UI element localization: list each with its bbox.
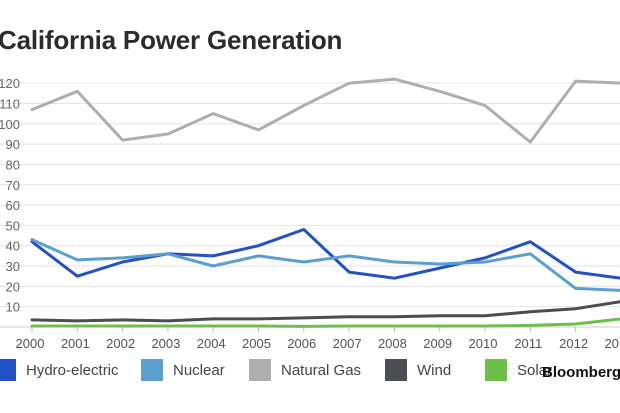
- legend-item-wind[interactable]: Wind: [385, 359, 485, 381]
- legend-item-hydro-electric[interactable]: Hydro-electric: [0, 359, 141, 381]
- gridlines: [0, 82, 620, 328]
- series-line-hydro-electric: [30, 228, 620, 280]
- legend-swatch-hydro-electric: [0, 359, 16, 381]
- legend-label-solar: Solar: [517, 361, 553, 379]
- legend-swatch-solar: [485, 359, 507, 381]
- legend-item-nuclear[interactable]: Nuclear: [141, 359, 249, 381]
- x-tick-label: 2000: [16, 336, 45, 351]
- legend-swatch-natural-gas: [249, 359, 271, 381]
- x-axis-ticks: 2000 2001 2002 2003 2004 2005 2006 2007 2008 2009…: [16, 327, 620, 351]
- x-tick-label: 2006: [287, 336, 316, 351]
- x-tick-label: 2010: [469, 336, 498, 351]
- x-tick-label: 2011: [514, 336, 542, 351]
- series-line-wind: [30, 300, 620, 323]
- x-tick-label: 2012: [559, 336, 588, 351]
- legend-swatch-wind: [385, 359, 407, 381]
- y-tick-label: 120: [0, 76, 20, 91]
- legend-item-solar[interactable]: Solar: [485, 359, 565, 381]
- legend-label-hydro-electric: Hydro-electric: [26, 361, 119, 379]
- x-tick-label: 2009: [423, 336, 452, 351]
- legend: Hydro-electric Nuclear Natural Gas Wind …: [0, 358, 565, 382]
- x-tick-label: 2002: [106, 336, 135, 351]
- x-tick-label: 2013: [604, 336, 620, 351]
- y-tick-label: 60: [6, 198, 20, 213]
- x-tick-label: 2007: [333, 336, 362, 351]
- series-line-natural-gas: [30, 77, 620, 144]
- y-tick-label: 80: [6, 157, 20, 172]
- y-tick-label: 70: [6, 178, 20, 193]
- series-line-nuclear: [30, 238, 620, 292]
- legend-item-natural-gas[interactable]: Natural Gas: [249, 359, 385, 381]
- legend-label-natural-gas: Natural Gas: [281, 361, 362, 379]
- x-tick-label: 2005: [242, 336, 271, 351]
- chart-title: California Power Generation: [0, 25, 343, 55]
- y-tick-label: 10: [6, 300, 20, 315]
- legend-label-wind: Wind: [417, 361, 452, 379]
- series-lines: [30, 77, 620, 328]
- x-tick-label: 2004: [197, 336, 226, 351]
- x-tick-label: 2008: [378, 336, 407, 351]
- y-tick-label: 30: [6, 259, 20, 274]
- y-tick-label: 50: [6, 218, 20, 233]
- series-line-solar: [30, 317, 620, 328]
- bloomberg-logo: Bloomberg: [542, 364, 620, 381]
- y-tick-label: 20: [6, 279, 20, 294]
- y-axis-ticks: 10 20 30 40 50 60 70 80 90 100 110 120: [0, 76, 20, 315]
- legend-swatch-nuclear: [141, 359, 163, 381]
- legend-label-nuclear: Nuclear: [173, 361, 225, 379]
- x-tick-label: 2003: [151, 336, 180, 351]
- y-tick-label: 90: [6, 137, 20, 152]
- x-tick-label: 2001: [61, 336, 90, 351]
- y-tick-label: 100: [0, 117, 20, 132]
- y-tick-label: 40: [6, 239, 20, 254]
- y-tick-label: 110: [0, 96, 20, 111]
